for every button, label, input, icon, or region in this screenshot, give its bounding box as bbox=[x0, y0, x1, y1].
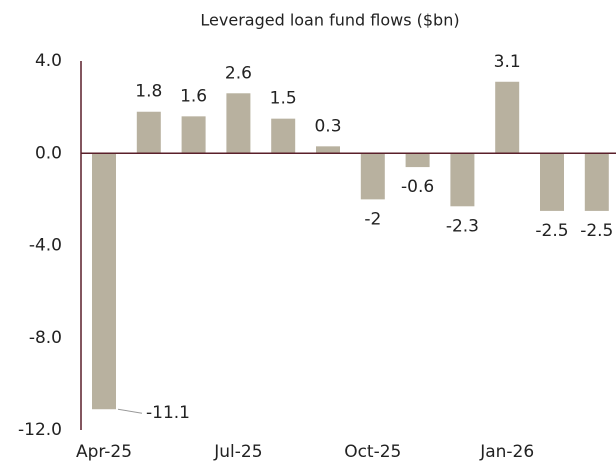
data-label: 1.8 bbox=[135, 82, 162, 102]
data-label: 0.3 bbox=[314, 116, 341, 136]
y-tick-label: -8.0 bbox=[29, 328, 62, 348]
chart-title: Leveraged loan fund flows ($bn) bbox=[200, 11, 459, 30]
data-label: 1.5 bbox=[270, 89, 297, 109]
data-label: 3.1 bbox=[494, 52, 521, 72]
data-label: -0.6 bbox=[401, 177, 434, 197]
y-tick-label: -4.0 bbox=[29, 236, 62, 256]
data-label: -2.5 bbox=[535, 221, 568, 241]
data-label: -11.1 bbox=[146, 403, 190, 423]
bar bbox=[316, 146, 340, 154]
y-tick-label: 4.0 bbox=[35, 51, 62, 71]
bar bbox=[271, 118, 296, 154]
data-label: -2 bbox=[364, 209, 381, 229]
y-tick-label: 0.0 bbox=[35, 143, 62, 163]
data-label: -2.5 bbox=[580, 221, 613, 241]
bar bbox=[360, 153, 385, 200]
leader-line bbox=[117, 408, 143, 414]
x-tick-label: Oct-25 bbox=[344, 442, 401, 462]
y-tick-label: -12.0 bbox=[18, 420, 62, 440]
bar bbox=[226, 93, 251, 154]
bar bbox=[405, 153, 430, 168]
bar bbox=[495, 81, 520, 154]
data-label: 1.6 bbox=[180, 86, 207, 106]
bar bbox=[92, 153, 116, 410]
x-tick-label: Apr-25 bbox=[76, 442, 132, 462]
bar bbox=[136, 111, 161, 154]
data-label: 2.6 bbox=[225, 63, 252, 83]
x-tick-label: Jul-25 bbox=[213, 442, 262, 462]
bar bbox=[584, 153, 609, 211]
bar bbox=[181, 116, 206, 154]
data-label: -2.3 bbox=[446, 216, 479, 236]
x-tick-label: Jan-26 bbox=[479, 442, 534, 462]
bar bbox=[540, 153, 564, 211]
bar bbox=[450, 153, 475, 207]
